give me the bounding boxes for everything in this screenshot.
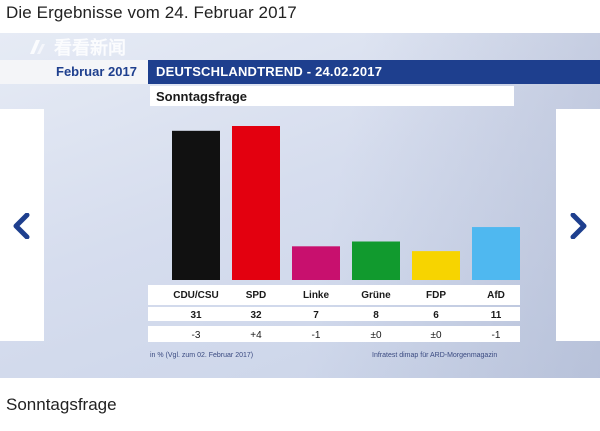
value-label: 31 [190,310,202,321]
next-button[interactable] [556,109,600,341]
date-label-box: Februar 2017 [0,60,151,84]
change-label: ±0 [370,330,381,341]
bar-afd [472,227,520,280]
bar-gr-ne [352,241,400,280]
chevron-right-icon [570,213,587,239]
page-title: Die Ergebnisse vom 24. Februar 2017 [6,3,297,22]
chart-subtitle: Sonntagsfrage [156,89,248,104]
footnote-source-note: in % (Vgl. zum 02. Februar 2017) [150,352,254,359]
value-label: 8 [373,310,379,321]
category-label: CDU/CSU [173,290,219,301]
table-row-3 [148,326,520,342]
value-label: 6 [433,310,439,321]
bar-linke [292,246,340,280]
bar-cdu-csu [172,130,220,280]
watermark-text: 看看新闻 [54,38,126,58]
subtitle-bar: Sonntagsfrage [150,86,514,106]
table-row-1 [148,285,520,305]
watermark: 看看新闻 [26,35,126,59]
change-label: +4 [250,330,262,341]
value-label: 11 [491,310,502,321]
change-label: ±0 [430,330,441,341]
table-row-2 [148,307,520,321]
header-title: DEUTSCHLANDTREND - 24.02.2017 [156,64,383,79]
bar-chart: CDU/CSU 31 -3 SPD 32 +4 Linke 7 -1 Grüne 8 ±0 FDP 6 ±0… [148,126,520,342]
value-label: 32 [250,310,262,321]
footnote-credit: Infratest dimap für ARD-Morgenmagazin [372,352,498,359]
caption: Sonntagsfrage [6,395,117,414]
bar-fdp [412,251,460,280]
previous-button[interactable] [0,109,44,341]
value-label: 7 [313,310,319,321]
change-label: -3 [192,330,201,341]
category-label: Grüne [361,290,391,301]
category-label: Linke [303,290,330,301]
watermark-logo-icon [30,40,45,54]
bar-spd [232,126,280,280]
change-label: -1 [312,330,321,341]
category-label: FDP [426,290,446,301]
category-label: AfD [487,290,505,301]
category-label: SPD [246,290,267,301]
date-label: Februar 2017 [56,64,137,79]
change-label: -1 [492,330,501,341]
chevron-left-icon [13,213,30,239]
slide: 看看新闻 Februar 2017 DEUTSCHLANDTREND - 24.… [0,33,600,378]
